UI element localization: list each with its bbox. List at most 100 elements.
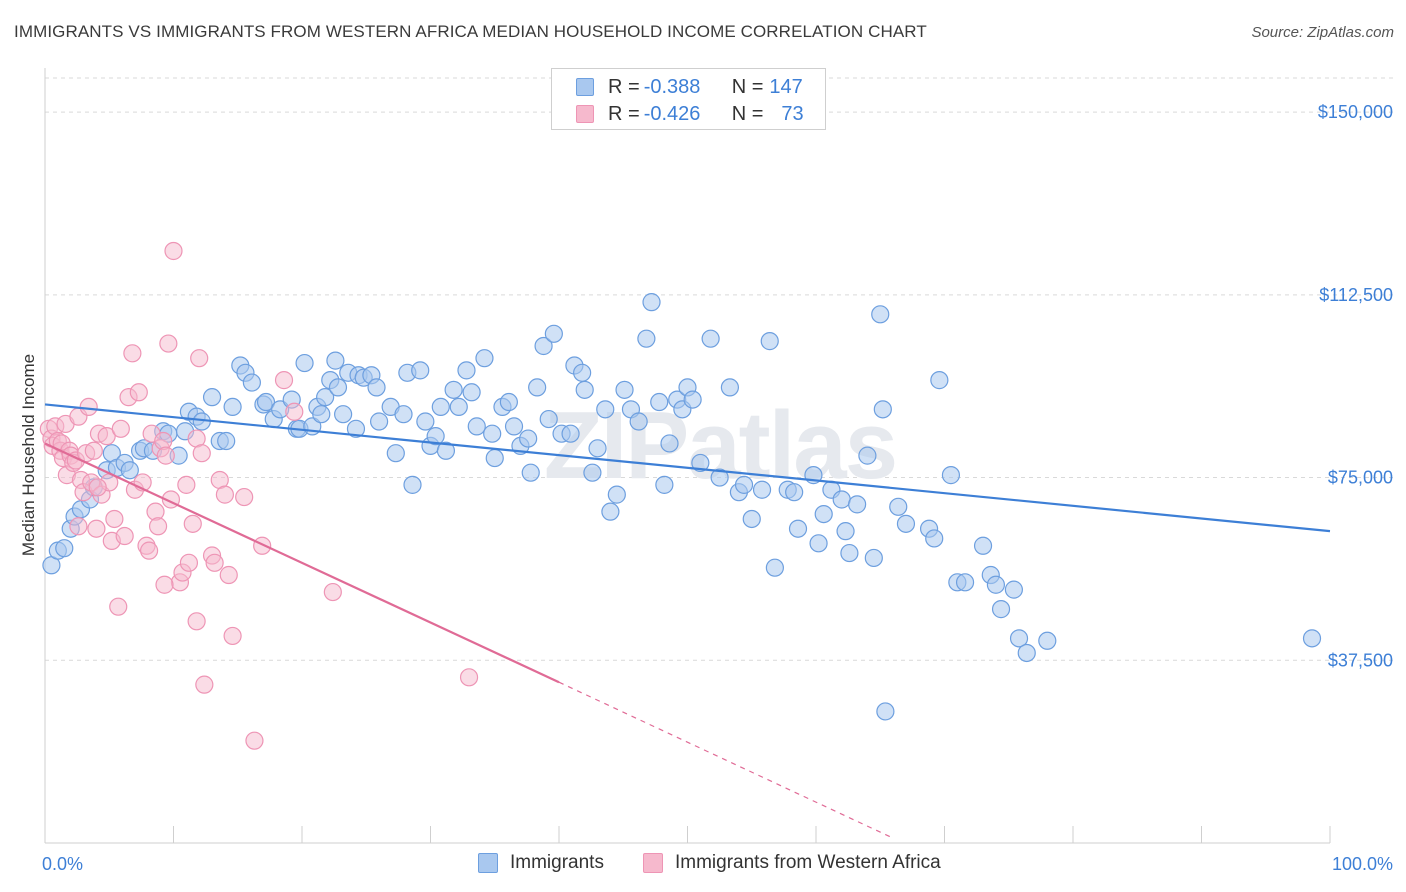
data-point-immigrants <box>925 529 944 548</box>
chart-title: IMMIGRANTS VS IMMIGRANTS FROM WESTERN AF… <box>14 22 927 41</box>
r-value: -0.426 <box>643 102 701 125</box>
data-point-western-africa <box>123 344 142 363</box>
data-point-immigrants <box>650 392 669 412</box>
data-point-western-africa <box>323 582 342 602</box>
data-point-immigrants <box>120 461 139 480</box>
data-point-immigrants <box>334 405 353 424</box>
series-legend: Immigrants Immigrants from Western Afric… <box>0 852 1406 878</box>
y-tick-label: $75,000 <box>1328 468 1393 488</box>
legend-item-immigrants[interactable]: Immigrants <box>478 852 604 874</box>
data-point-immigrants <box>561 424 580 443</box>
legend-swatch-pink <box>576 105 594 123</box>
data-point-western-africa <box>105 509 124 529</box>
n-label: N = <box>731 75 764 98</box>
data-point-immigrants <box>660 434 679 453</box>
data-point-immigrants <box>457 361 476 380</box>
data-point-immigrants <box>785 483 804 502</box>
data-point-immigrants <box>483 424 502 443</box>
data-point-immigrants <box>499 392 518 412</box>
data-point-western-africa <box>109 597 128 616</box>
legend-label: Immigrants <box>510 852 604 873</box>
data-point-western-africa <box>177 475 196 494</box>
data-point-immigrants <box>431 397 450 417</box>
n-value: 73 <box>781 102 804 125</box>
data-point-western-africa <box>192 444 211 463</box>
data-point-western-africa <box>69 517 88 536</box>
data-point-immigrants <box>1009 629 1029 648</box>
data-point-immigrants <box>873 400 892 419</box>
data-point-immigrants <box>485 448 504 468</box>
data-point-immigrants <box>217 431 236 451</box>
data-point-immigrants <box>328 378 348 397</box>
data-point-immigrants <box>691 453 710 473</box>
data-point-immigrants <box>528 378 547 397</box>
data-point-western-africa <box>245 731 264 750</box>
data-point-western-africa <box>459 668 479 687</box>
data-point-immigrants <box>312 405 331 424</box>
data-point-immigrants <box>840 543 859 563</box>
data-point-immigrants <box>986 575 1006 594</box>
y-tick-label: $150,000 <box>1318 102 1393 122</box>
data-point-immigrants <box>788 519 808 538</box>
data-point-western-africa <box>111 419 130 438</box>
legend-swatch-blue <box>478 853 498 873</box>
data-point-immigrants <box>519 429 538 448</box>
data-point-immigrants <box>256 392 276 412</box>
n-label: N = <box>731 102 764 125</box>
data-point-immigrants <box>403 475 422 494</box>
data-point-western-africa <box>156 446 175 465</box>
data-point-immigrants <box>539 409 558 429</box>
data-point-immigrants <box>575 380 594 399</box>
data-point-western-africa <box>195 675 214 694</box>
data-point-immigrants <box>416 412 435 431</box>
data-point-western-africa <box>190 349 209 368</box>
western-africa-points <box>39 241 479 750</box>
n-value: 147 <box>769 75 803 98</box>
data-point-immigrants <box>629 412 648 431</box>
data-point-western-africa <box>155 575 174 594</box>
legend-swatch-blue <box>576 78 594 96</box>
data-point-western-africa <box>87 519 106 538</box>
legend-item-western-africa[interactable]: Immigrants from Western Africa <box>643 852 941 874</box>
data-point-immigrants <box>449 397 468 417</box>
data-point-immigrants <box>346 419 366 438</box>
y-tick-label: $37,500 <box>1328 650 1393 670</box>
trend-line-western-africa <box>44 442 560 684</box>
data-point-immigrants <box>55 539 74 558</box>
data-point-western-africa <box>215 485 234 504</box>
data-point-western-africa <box>129 383 148 402</box>
data-point-immigrants <box>583 463 602 482</box>
data-point-immigrants <box>367 378 386 397</box>
data-point-immigrants <box>386 444 405 463</box>
data-point-western-africa <box>223 626 242 646</box>
data-point-immigrants <box>467 417 486 436</box>
axes <box>44 68 1331 844</box>
data-point-western-africa <box>274 371 294 390</box>
data-point-immigrants <box>370 412 389 431</box>
x-tick-label: 100.0% <box>1332 854 1393 874</box>
r-value: -0.388 <box>643 75 701 98</box>
data-point-immigrants <box>896 514 916 533</box>
data-point-immigrants <box>326 351 345 370</box>
data-point-immigrants <box>871 305 890 324</box>
r-label: R = <box>608 102 640 125</box>
data-point-western-africa <box>159 334 178 353</box>
data-point-immigrants <box>1038 631 1057 650</box>
data-point-immigrants <box>760 332 779 351</box>
data-point-immigrants <box>637 329 656 348</box>
data-point-immigrants <box>242 373 261 392</box>
y-axis-label: Median Household Income <box>19 354 38 556</box>
data-point-immigrants <box>426 427 445 446</box>
data-point-immigrants <box>836 522 855 541</box>
data-point-western-africa <box>79 397 98 417</box>
data-point-immigrants <box>832 490 851 509</box>
data-point-immigrants <box>864 548 883 568</box>
data-point-immigrants <box>941 466 961 485</box>
data-point-western-africa <box>84 441 103 460</box>
data-point-immigrants <box>930 371 949 390</box>
data-point-western-africa <box>164 241 183 261</box>
data-point-immigrants <box>607 485 626 504</box>
stats-row-western-africa: R = -0.426 N = 73 <box>576 102 804 126</box>
data-point-immigrants <box>534 336 553 356</box>
